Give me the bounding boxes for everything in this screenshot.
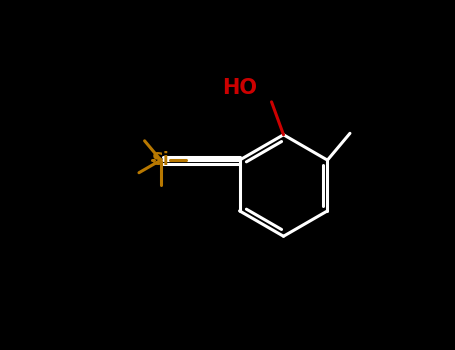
Text: HO: HO	[222, 78, 258, 98]
Text: Si: Si	[152, 151, 170, 169]
